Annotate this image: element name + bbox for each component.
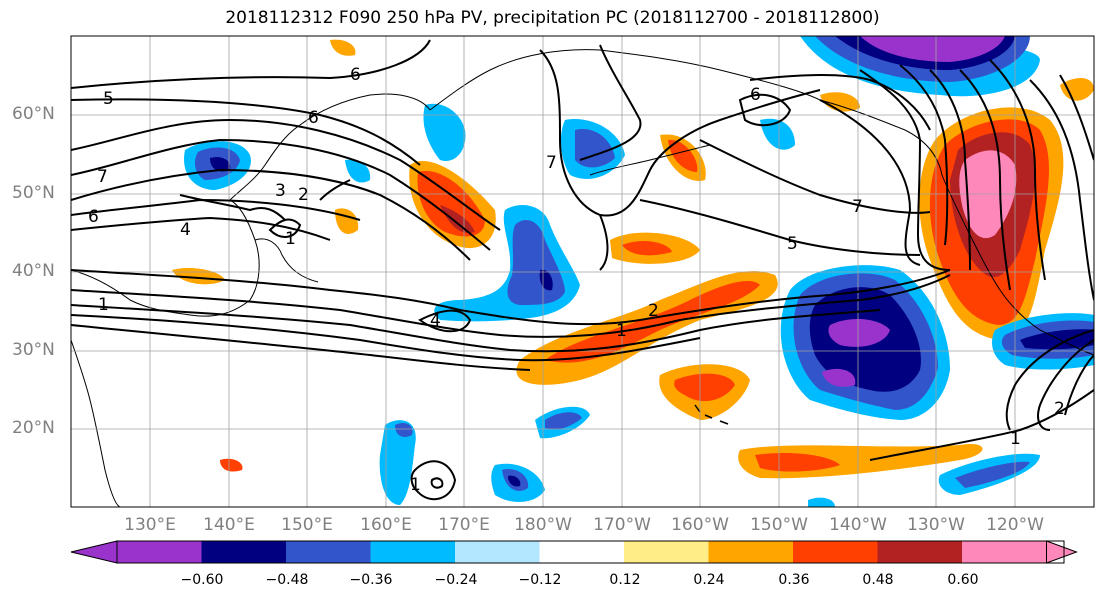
colorbar-tick: −0.36 <box>349 572 393 588</box>
lat-label-60n: 60°N <box>12 104 55 124</box>
contour-label: 1 <box>98 295 109 315</box>
lon-label-160e: 160°E <box>360 515 412 535</box>
lon-label-150w: 150°W <box>750 515 808 535</box>
pv-contours <box>71 39 1094 501</box>
colorbar-tick: 0.12 <box>609 572 641 588</box>
colorbar-tick: 0.48 <box>862 572 894 588</box>
contour-label: 6 <box>750 85 761 105</box>
contour-label: 6 <box>308 108 319 128</box>
map-frame <box>70 35 1095 508</box>
contour-label: 3 <box>275 181 286 201</box>
colorbar-outline <box>116 540 1065 564</box>
lon-label-130w: 130°W <box>907 515 965 535</box>
contour-label: 7 <box>546 153 557 173</box>
contour-label: 2 <box>648 301 659 321</box>
lon-label-180w: 180°W <box>514 515 572 535</box>
colorbar-tick: −0.24 <box>434 572 478 588</box>
colorbar-segment <box>708 541 794 563</box>
lat-label-40n: 40°N <box>12 261 55 281</box>
colorbar-segment <box>624 541 709 563</box>
lat-label-50n: 50°N <box>12 183 55 203</box>
lon-label-120w: 120°W <box>986 515 1044 535</box>
colorbar-segment <box>877 541 963 563</box>
colorbar-segment <box>455 541 540 563</box>
colorbar-tick: −0.12 <box>518 572 562 588</box>
colorbar-extend-left <box>70 540 118 564</box>
colorbar-segments <box>70 540 1078 564</box>
contour-label: 2 <box>298 185 309 205</box>
graticule <box>71 36 1094 507</box>
contour-label: 2 <box>1054 399 1065 419</box>
lon-label-150e: 150°E <box>281 515 333 535</box>
contour-label: 7 <box>97 167 108 187</box>
contour-label: 1 <box>616 321 627 341</box>
colorbar-tick: −0.60 <box>180 572 224 588</box>
contour-label: 6 <box>350 65 361 85</box>
lon-label-140w: 140°W <box>829 515 887 535</box>
colorbar-segment <box>201 541 287 563</box>
contour-label: 6 <box>88 207 99 227</box>
lon-label-160w: 160°W <box>671 515 729 535</box>
colorbar-tick: 0.24 <box>693 572 725 588</box>
colorbar-tick: −0.48 <box>265 572 309 588</box>
colorbar-segment <box>286 541 371 563</box>
contour-label: 1 <box>410 475 421 495</box>
lat-label-30n: 30°N <box>12 340 55 360</box>
colorbar-segment <box>539 541 625 563</box>
colorbar-segment <box>117 541 202 563</box>
lon-label-170e: 170°E <box>438 515 490 535</box>
colorbar-tick: 0.60 <box>947 572 979 588</box>
colorbar-segment <box>962 541 1047 563</box>
contour-label: 4 <box>430 311 441 331</box>
map-canvas: 6 5 6 7 6 4 3 2 1 7 6 7 5 2 1 4 1 1 2 1 <box>70 35 1095 508</box>
colorbar-segment <box>793 541 878 563</box>
contour-label-group: 6 5 6 7 6 4 3 2 1 7 6 7 5 2 1 4 1 1 2 1 <box>88 65 1065 495</box>
lat-label-20n: 20°N <box>12 418 55 438</box>
contour-label: 4 <box>180 220 191 240</box>
lon-label-140e: 140°E <box>203 515 255 535</box>
lon-label-170w: 170°W <box>593 515 651 535</box>
map-title: 2018112312 F090 250 hPa PV, precipitatio… <box>225 8 880 28</box>
contour-label: 7 <box>852 197 863 217</box>
lon-label-130e: 130°E <box>124 515 176 535</box>
contour-label: 1 <box>1010 429 1021 449</box>
colorbar-tick: 0.36 <box>778 572 810 588</box>
colorbar-segment <box>370 541 456 563</box>
colorbar-extend-right <box>1046 540 1078 564</box>
contour-label: 1 <box>285 229 296 249</box>
contour-label: 5 <box>103 89 114 109</box>
contour-label: 5 <box>787 234 798 254</box>
